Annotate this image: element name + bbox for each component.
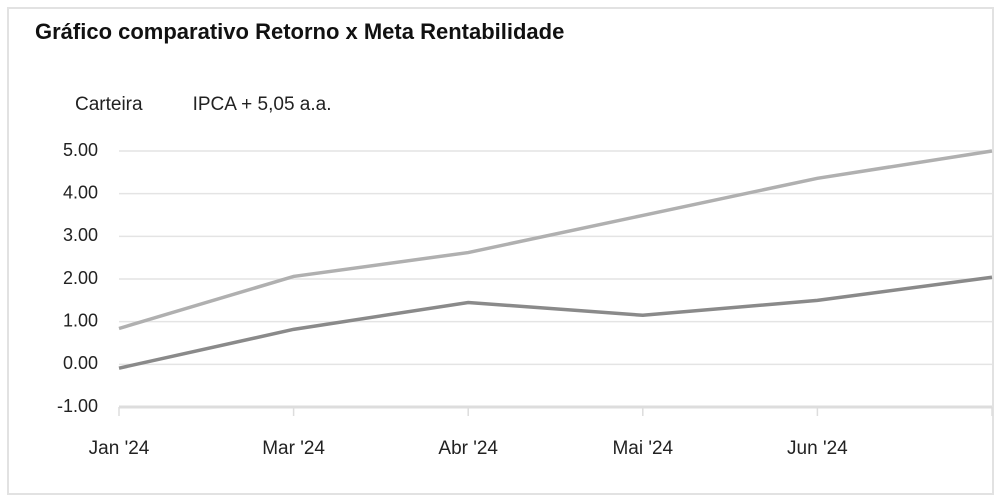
legend-label: IPCA + 5,05 a.a.	[193, 94, 332, 115]
y-tick-label: 4.00	[63, 182, 98, 202]
x-tick-label: Mai '24	[612, 438, 673, 459]
y-tick-label: 1.00	[63, 310, 98, 330]
y-tick-label: 2.00	[63, 268, 98, 288]
y-tick-label: 5.00	[63, 140, 98, 160]
x-tick-label: Jun '24	[787, 438, 848, 459]
chart-title: Gráfico comparativo Retorno x Meta Renta…	[35, 19, 564, 44]
x-tick-label: Mar '24	[262, 438, 325, 459]
y-tick-label: 3.00	[63, 225, 98, 245]
legend-label: Carteira	[75, 94, 143, 115]
series-line	[118, 149, 993, 331]
series-line	[118, 275, 993, 370]
card-border	[7, 7, 994, 495]
y-tick-label: 0.00	[63, 353, 98, 373]
x-tick-label: Abr '24	[438, 438, 498, 459]
y-tick-label: -1.00	[57, 396, 98, 416]
x-tick-label: Jan '24	[89, 438, 150, 459]
